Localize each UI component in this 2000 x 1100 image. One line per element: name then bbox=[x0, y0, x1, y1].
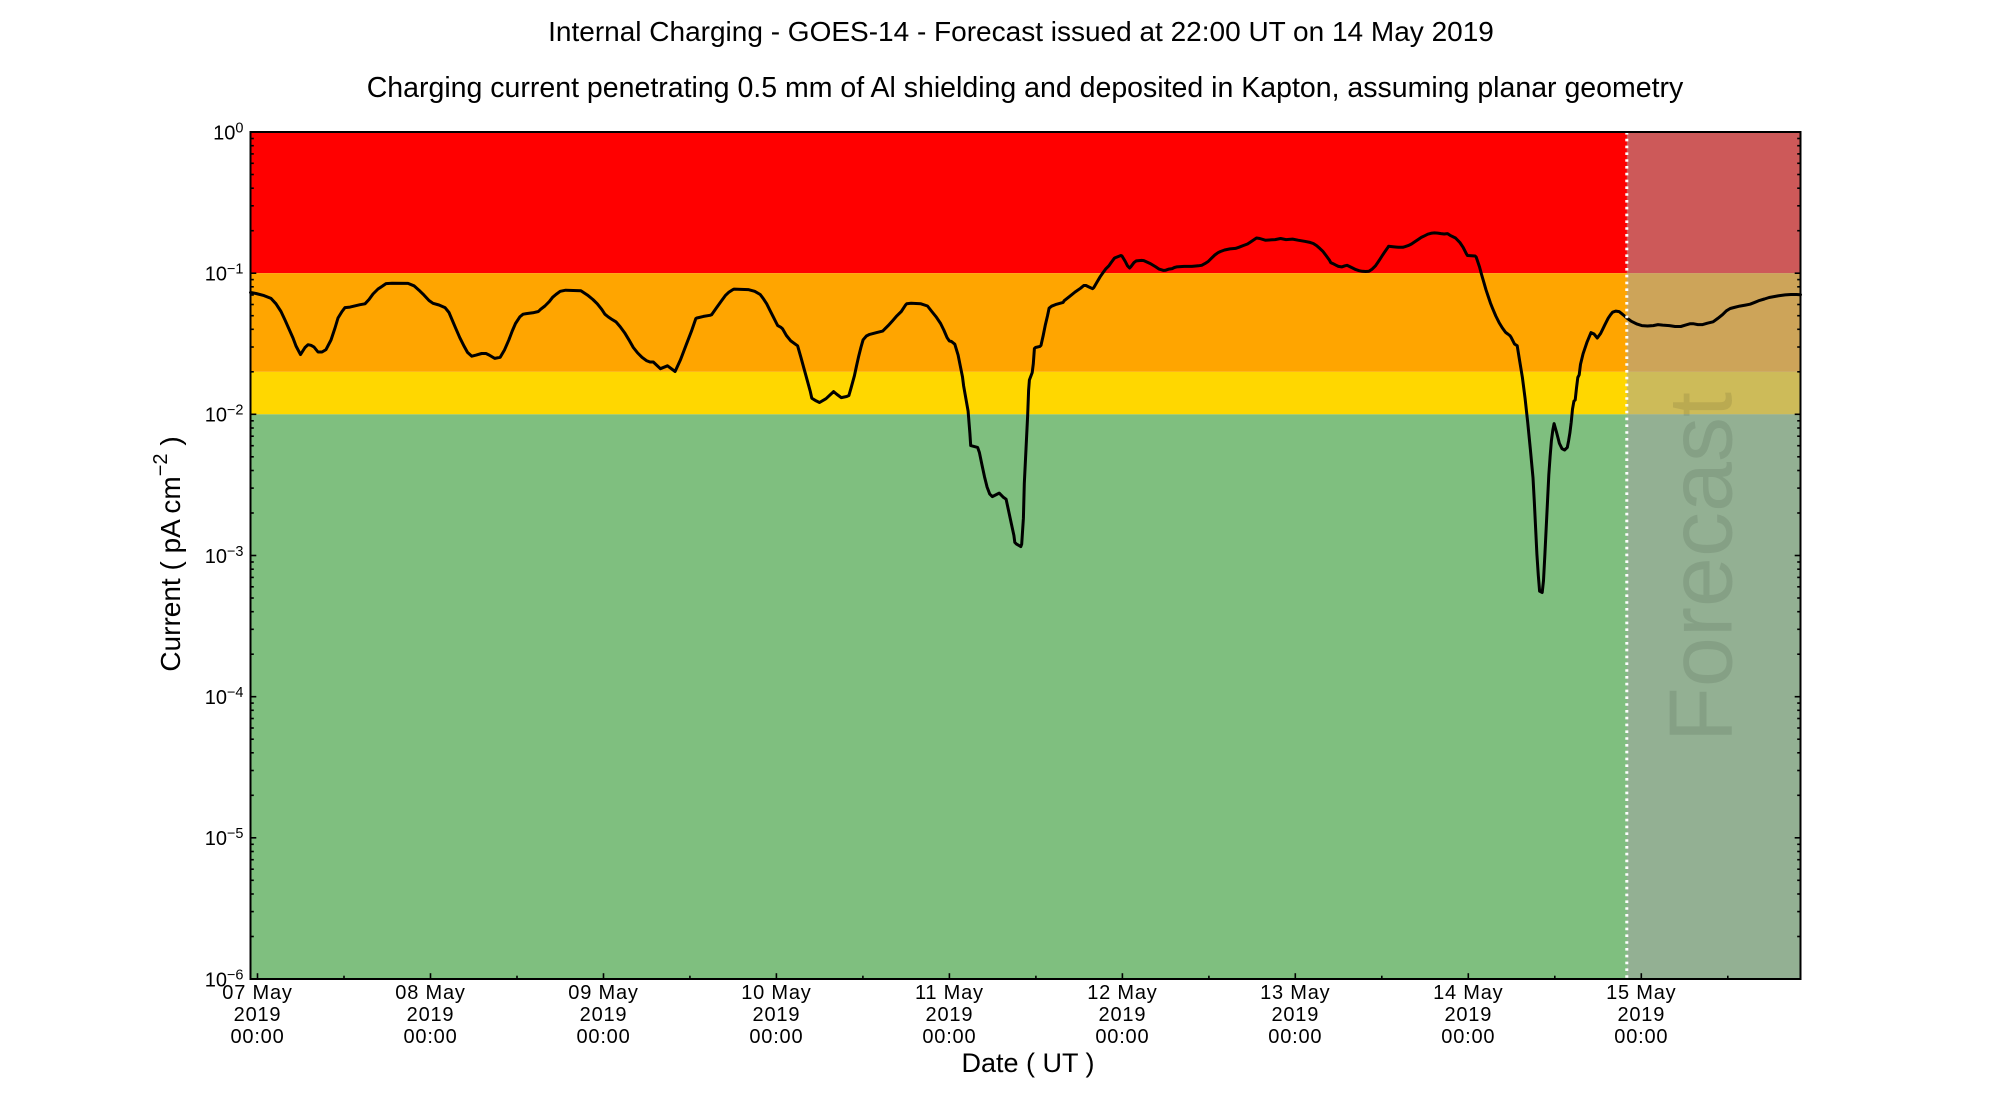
svg-text:2019: 2019 bbox=[926, 1004, 974, 1026]
svg-text:07 May: 07 May bbox=[222, 982, 292, 1004]
svg-text:00:00: 00:00 bbox=[922, 1026, 976, 1048]
svg-text:11 May: 11 May bbox=[915, 982, 984, 1004]
svg-text:10−2: 10−2 bbox=[205, 403, 244, 427]
svg-text:00:00: 00:00 bbox=[1268, 1026, 1322, 1048]
svg-text:00:00: 00:00 bbox=[1441, 1026, 1495, 1048]
svg-text:2019: 2019 bbox=[234, 1004, 282, 1026]
svg-text:2019: 2019 bbox=[580, 1004, 628, 1026]
svg-text:00:00: 00:00 bbox=[1095, 1026, 1149, 1048]
svg-text:2019: 2019 bbox=[1617, 1004, 1665, 1026]
svg-text:2019: 2019 bbox=[1444, 1004, 1492, 1026]
svg-text:15 May: 15 May bbox=[1606, 982, 1676, 1004]
svg-text:10 May: 10 May bbox=[741, 982, 811, 1004]
svg-text:12 May: 12 May bbox=[1087, 982, 1157, 1004]
svg-text:10−3: 10−3 bbox=[205, 544, 244, 568]
svg-text:Forecast: Forecast bbox=[1651, 392, 1751, 742]
svg-text:2019: 2019 bbox=[1271, 1004, 1319, 1026]
svg-text:Internal Charging - GOES-14 -: Internal Charging - GOES-14 - Forecast i… bbox=[548, 16, 1494, 47]
svg-text:00:00: 00:00 bbox=[576, 1026, 630, 1048]
svg-text:Current ( pA cm−2 ): Current ( pA cm−2 ) bbox=[150, 436, 186, 671]
svg-text:00:00: 00:00 bbox=[749, 1026, 803, 1048]
svg-text:Charging current penetrating 0: Charging current penetrating 0.5 mm of A… bbox=[367, 72, 1684, 104]
svg-text:Date ( UT ): Date ( UT ) bbox=[961, 1048, 1094, 1078]
svg-text:10−4: 10−4 bbox=[205, 685, 244, 709]
svg-text:100: 100 bbox=[213, 120, 243, 144]
svg-text:14 May: 14 May bbox=[1433, 982, 1503, 1004]
svg-text:09 May: 09 May bbox=[568, 982, 638, 1004]
svg-text:00:00: 00:00 bbox=[1614, 1026, 1668, 1048]
svg-text:10−1: 10−1 bbox=[205, 262, 244, 286]
svg-text:00:00: 00:00 bbox=[403, 1026, 457, 1048]
svg-text:00:00: 00:00 bbox=[230, 1026, 284, 1048]
svg-text:2019: 2019 bbox=[753, 1004, 801, 1026]
svg-text:10−6: 10−6 bbox=[205, 967, 244, 991]
svg-text:10−5: 10−5 bbox=[205, 826, 244, 850]
svg-text:13 May: 13 May bbox=[1260, 982, 1330, 1004]
svg-text:2019: 2019 bbox=[407, 1004, 455, 1026]
svg-text:08 May: 08 May bbox=[395, 982, 465, 1004]
svg-text:2019: 2019 bbox=[1099, 1004, 1147, 1026]
